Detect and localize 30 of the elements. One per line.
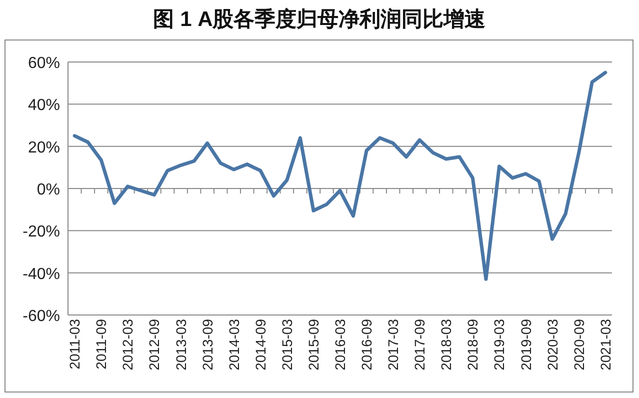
y-tick-label: 20% bbox=[28, 139, 60, 156]
y-tick-label: -40% bbox=[22, 266, 60, 283]
x-tick-label: 2016-03 bbox=[332, 318, 348, 370]
x-tick-label: 2012-09 bbox=[146, 318, 162, 370]
x-tick-label: 2017-09 bbox=[412, 318, 428, 370]
x-tick-label: 2020-03 bbox=[544, 318, 560, 370]
x-tick-label: 2015-03 bbox=[278, 318, 295, 370]
x-tick-label: 2017-03 bbox=[385, 318, 402, 370]
chart-title: 图 1 A股各季度归母净利润同比增速 bbox=[153, 7, 486, 31]
y-tick-label: 0% bbox=[36, 182, 60, 198]
x-tick-label: 2013-03 bbox=[172, 318, 189, 370]
x-tick-label: 2015-09 bbox=[305, 318, 322, 370]
y-tick-label: 40% bbox=[28, 97, 60, 114]
x-tick-label: 2016-09 bbox=[358, 318, 375, 370]
x-tick-label: 2019-09 bbox=[518, 318, 534, 370]
x-tick-label: 2011-09 bbox=[93, 318, 110, 370]
x-tick-label: 2014-09 bbox=[252, 318, 268, 370]
y-tick-label: 60% bbox=[28, 55, 60, 72]
x-tick-label: 2019-03 bbox=[491, 318, 508, 370]
y-tick-label: -60% bbox=[22, 308, 60, 325]
x-tick-label: 2014-03 bbox=[226, 318, 242, 370]
y-tick-label: -20% bbox=[22, 224, 60, 241]
line-series bbox=[72, 70, 608, 281]
x-tick-label: 2013-09 bbox=[199, 318, 216, 370]
x-tick-label: 2018-03 bbox=[438, 318, 454, 370]
x-tick-label: 2018-09 bbox=[464, 318, 481, 370]
x-tick-label: 2021-03 bbox=[597, 318, 614, 370]
x-tick-label: 2020-09 bbox=[570, 318, 587, 370]
x-tick-label: 2011-03 bbox=[66, 318, 83, 370]
x-tick-label: 2012-03 bbox=[120, 318, 136, 370]
